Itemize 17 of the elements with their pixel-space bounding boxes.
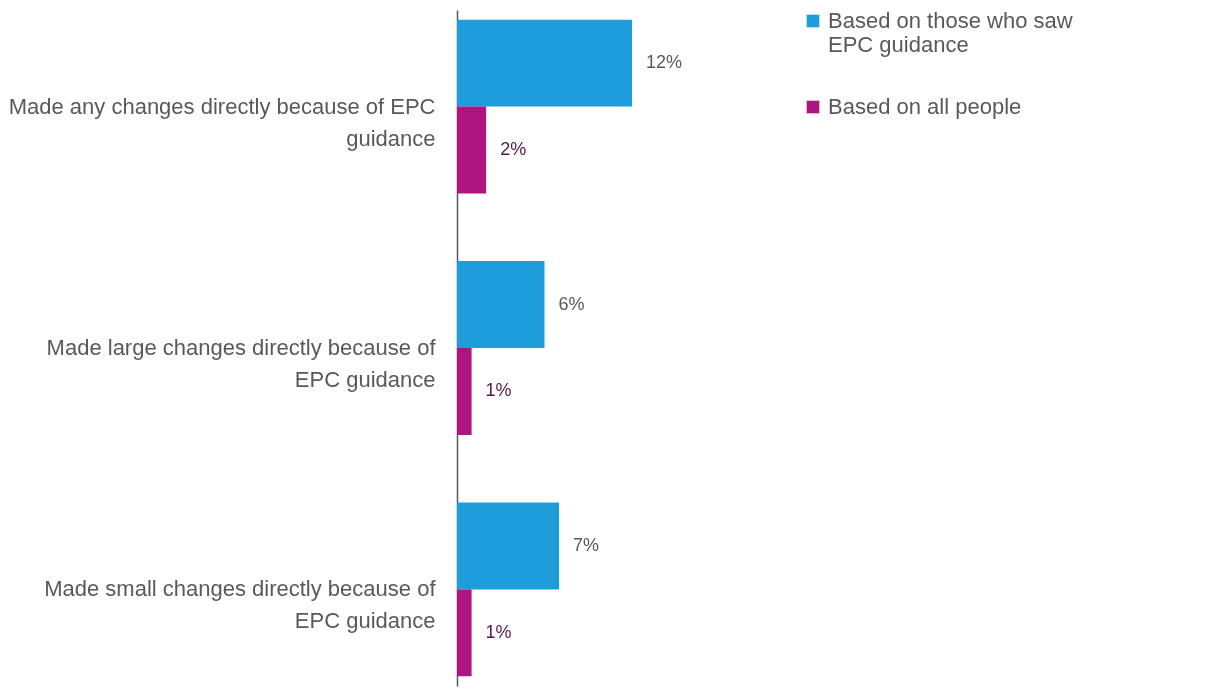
bar [457, 261, 545, 348]
y-tick-label: Made large changes directly because of EPC guidance [46, 335, 437, 392]
legend-label: Based on all people [828, 94, 1022, 119]
y-tick-label: Made any changes directly because of EPC guidance [8, 93, 436, 151]
data-label: 2% [500, 139, 527, 160]
data-label: 12% [646, 52, 683, 73]
bar [457, 502, 560, 590]
legend-label: Based on those who saw EPC guidance [828, 8, 1073, 57]
y-tick-label: Made small changes directly because of EPC guidance [44, 576, 437, 634]
data-label: 1% [485, 380, 512, 401]
bar [457, 348, 472, 435]
data-label: 1% [485, 621, 512, 642]
bar [457, 106, 487, 194]
bar [457, 19, 632, 107]
bar [457, 589, 472, 677]
data-label: 7% [573, 534, 600, 555]
data-label: 6% [558, 293, 585, 314]
